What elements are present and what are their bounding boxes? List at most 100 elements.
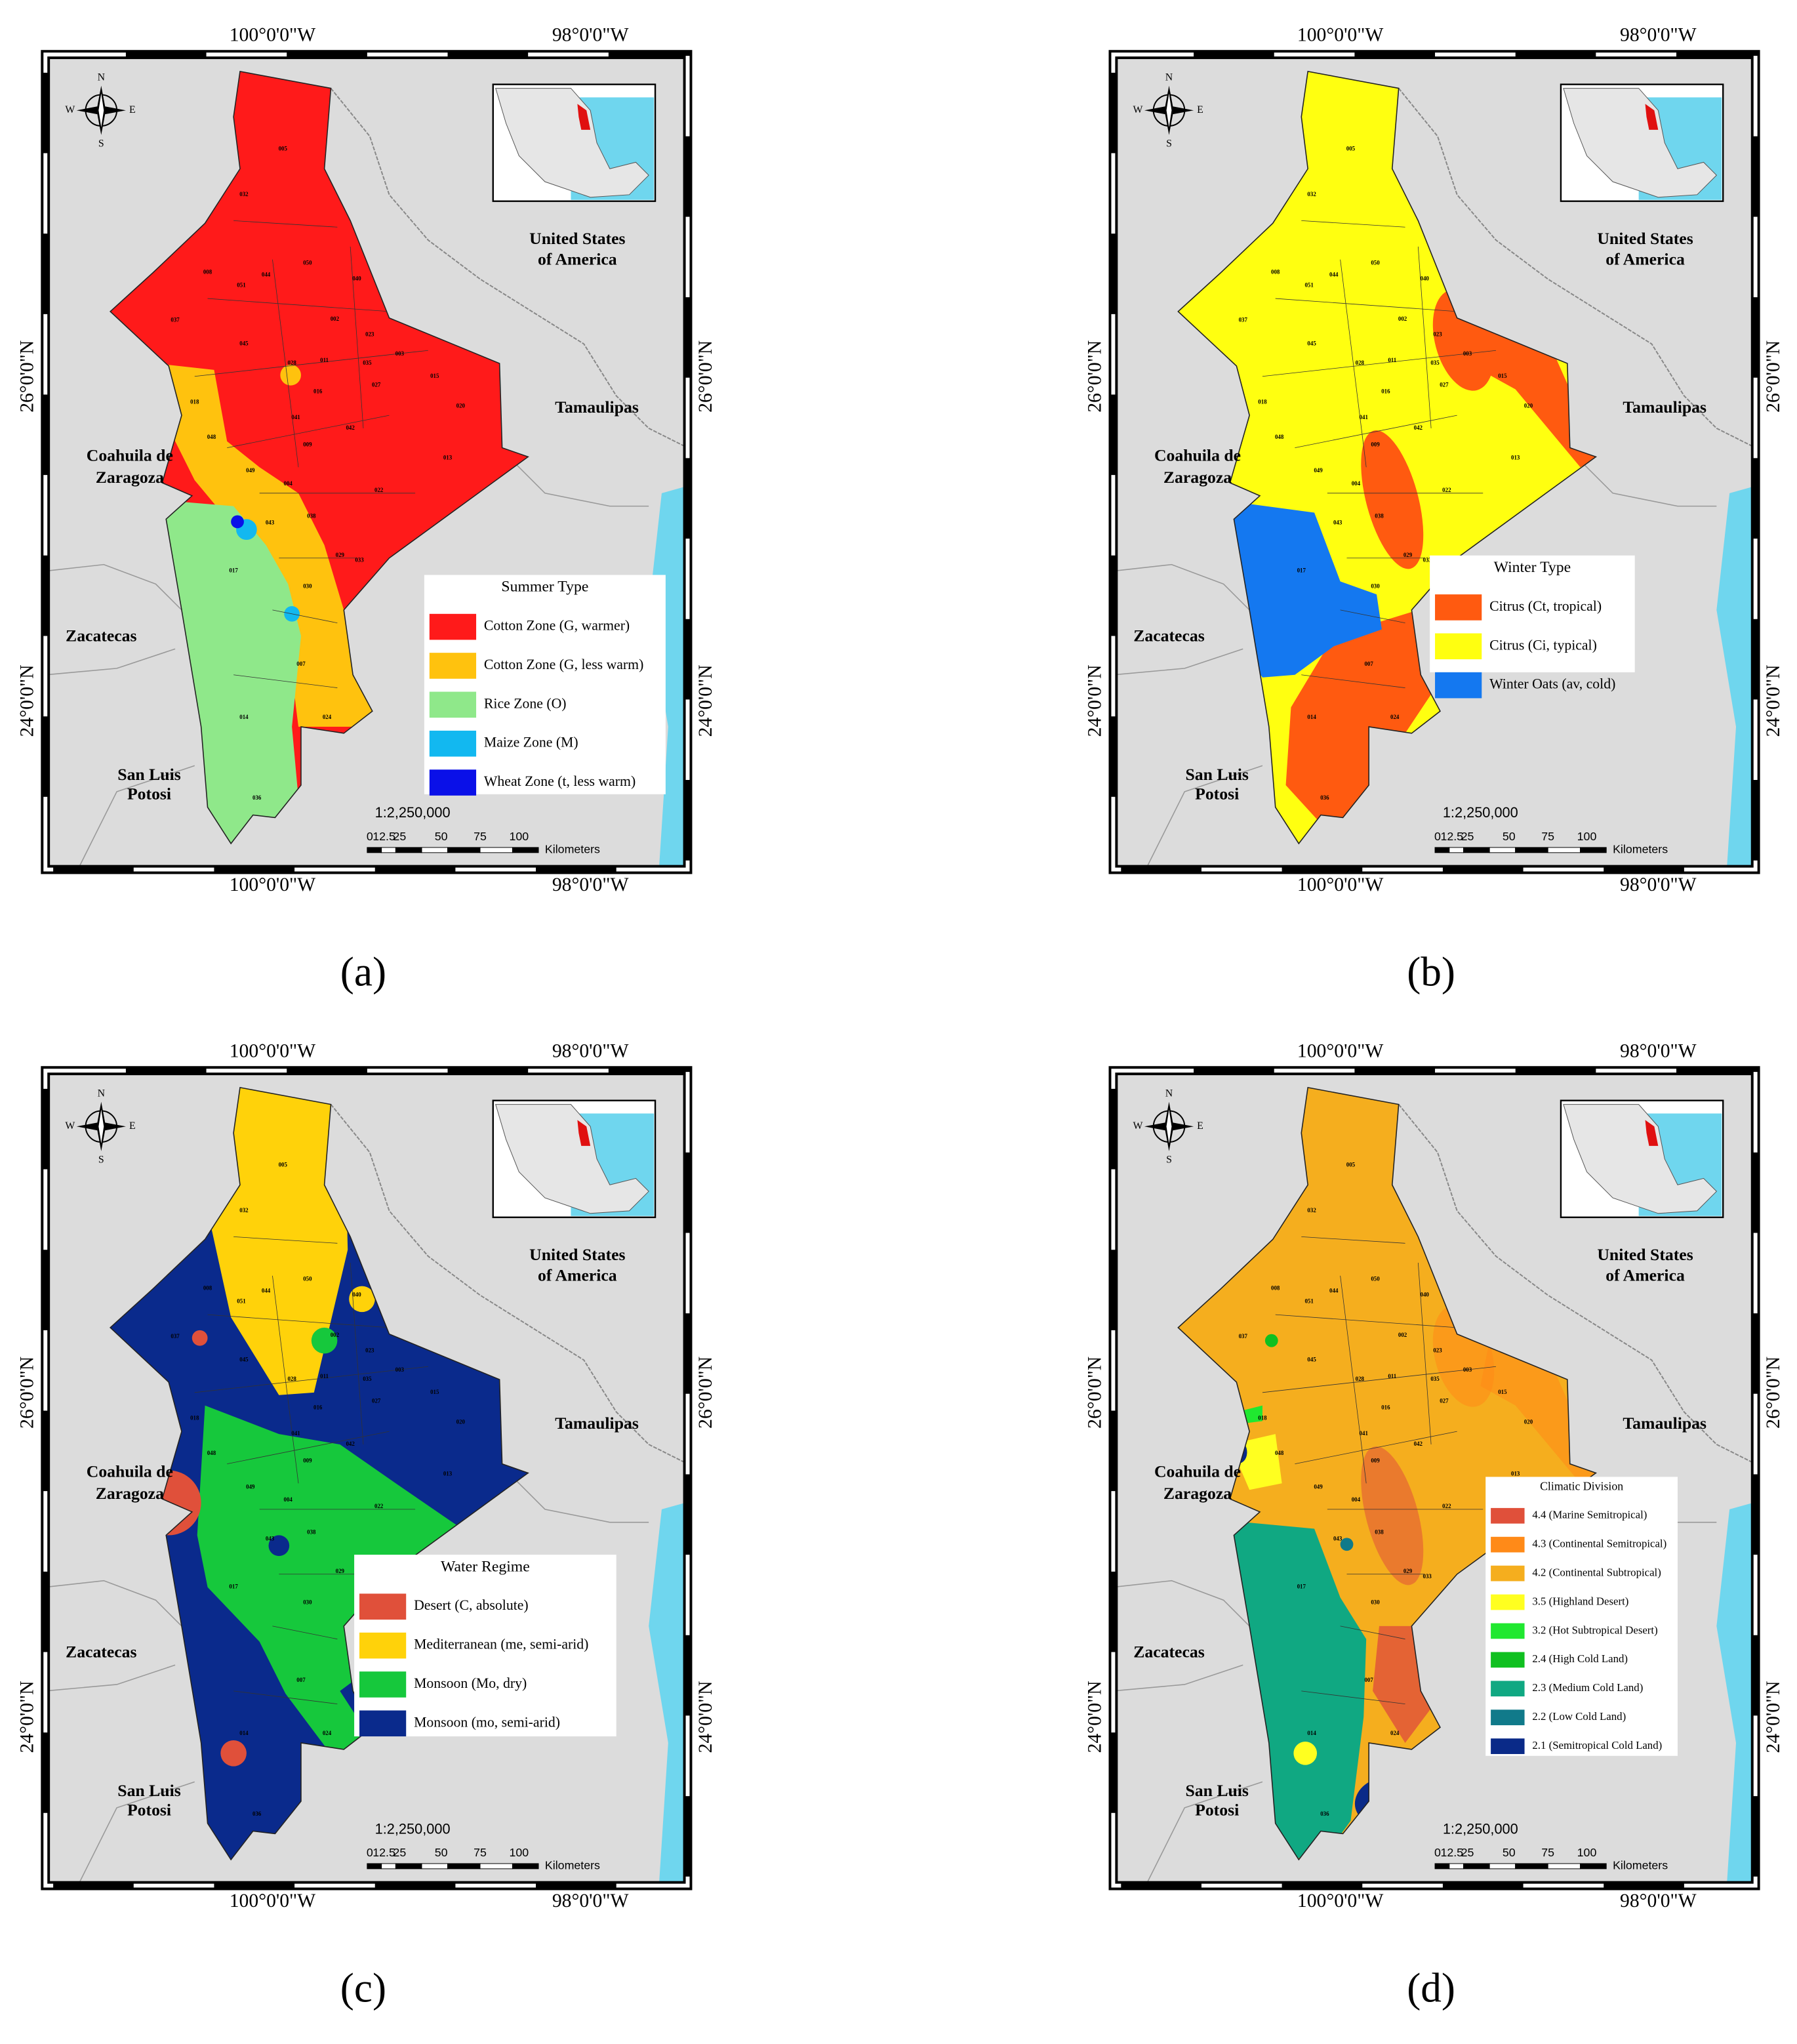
municipality-code: 024 [1390, 714, 1400, 720]
state-border [45, 447, 649, 870]
municipality-code: 045 [239, 340, 249, 346]
scale-bar [1515, 847, 1548, 853]
country-border [1398, 1104, 1756, 1465]
municipality-code: 002 [1398, 1332, 1407, 1338]
compass-letter: E [129, 1120, 136, 1132]
municipal-borders [194, 1237, 428, 1705]
longitude-label: 98°0'0"W [552, 1040, 629, 1061]
municipality-code: 008 [203, 269, 212, 276]
municipality-code: 004 [1352, 480, 1361, 487]
municipality-code: 017 [229, 1584, 238, 1590]
municipality-code: 048 [207, 1450, 216, 1456]
place-label: Coahuila de [1154, 445, 1241, 464]
legend-label: Monsoon (Mo, dry) [414, 1675, 527, 1691]
municipality-code: 022 [1442, 487, 1451, 493]
scale-tick: 50 [1503, 830, 1516, 843]
municipality-code: 009 [1371, 441, 1380, 448]
scale-bar [1489, 1863, 1516, 1870]
state-border [45, 1463, 649, 1886]
municipality-code: 043 [1333, 1535, 1343, 1542]
region [1361, 1446, 1424, 1585]
legend-label: Desert (C, absolute) [414, 1597, 529, 1613]
country-border [330, 1104, 688, 1465]
municipality-code: 035 [1430, 359, 1440, 366]
municipality-code: 009 [1371, 1458, 1380, 1464]
compass: N S E W [65, 72, 135, 149]
latitude-label: 26°0'0"N [16, 1357, 37, 1429]
legend-swatch [359, 1710, 407, 1737]
municipality-code: 009 [303, 1458, 312, 1464]
compass-letter: E [129, 104, 136, 115]
compass-letter: W [65, 104, 75, 115]
compass-letter: N [1165, 1088, 1173, 1099]
place-label: United States [1597, 229, 1693, 248]
municipality-code: 003 [395, 1366, 405, 1373]
latitude-label: 26°0'0"N [1085, 1357, 1106, 1429]
municipal-borders [1262, 1237, 1497, 1705]
place-label: San Luis [117, 765, 180, 784]
municipality-code: 038 [1375, 512, 1384, 519]
longitude-label: 100°0'0"W [230, 24, 315, 45]
municipality-code: 008 [1271, 1285, 1280, 1292]
longitude-label: 100°0'0"W [1297, 1040, 1383, 1061]
municipality-code: 044 [1329, 1288, 1339, 1294]
municipality-code: 051 [1304, 1298, 1313, 1304]
scale-bar [1489, 847, 1516, 853]
latitude-label: 26°0'0"N [695, 340, 716, 413]
municipality-code: 045 [1307, 1356, 1316, 1362]
scale-bar [367, 847, 382, 853]
longitude-label: 98°0'0"W [1620, 1891, 1697, 1911]
scale-bar [381, 847, 396, 853]
legend-swatch [429, 769, 477, 796]
scale-bar [1580, 1863, 1607, 1870]
municipality-code: 028 [287, 359, 296, 366]
inset-mexico [1563, 88, 1718, 198]
latitude-label: 26°0'0"N [16, 340, 37, 413]
scale-bar [1463, 847, 1490, 853]
municipality-code: 027 [372, 1398, 381, 1404]
place-label: Potosi [127, 785, 171, 804]
scale-bar [381, 1863, 396, 1870]
municipality-code: 037 [171, 1333, 180, 1339]
scale-bar [1547, 847, 1581, 853]
latitude-label: 24°0'0"N [1085, 664, 1106, 737]
municipality-code: 035 [1430, 1376, 1440, 1382]
scale-tick: 100 [1577, 830, 1597, 843]
legend-swatch [1435, 633, 1482, 660]
municipality-code: 018 [190, 398, 199, 405]
place-label: Zaragoza [1163, 468, 1232, 487]
legend-label: Mediterranean (me, semi-arid) [414, 1637, 588, 1652]
legend-label: Cotton Zone (G, less warm) [484, 657, 643, 672]
municipality-code: 011 [320, 1373, 329, 1380]
municipality-code: 007 [1364, 1677, 1373, 1683]
scale-tick: 0 [1434, 1846, 1441, 1859]
place-label: Zaragoza [96, 468, 164, 487]
municipality-code: 030 [1371, 583, 1380, 589]
scale-bar [447, 1863, 481, 1870]
municipality-code: 048 [1275, 434, 1284, 440]
municipality-code: 014 [239, 1730, 249, 1736]
municipality-code: 004 [1352, 1496, 1361, 1503]
municipality-code: 029 [336, 1568, 345, 1574]
region [1217, 499, 1382, 678]
latitude-label: 24°0'0"N [695, 664, 716, 737]
municipality-code: 023 [365, 1347, 374, 1354]
municipality-code: 038 [307, 512, 316, 519]
municipality-code: 018 [1258, 1414, 1267, 1421]
municipality-code: 048 [1275, 1450, 1284, 1456]
scale-bar [1449, 1863, 1464, 1870]
scale-tick: 75 [1541, 1846, 1554, 1859]
region [1361, 430, 1424, 569]
municipality-code: 003 [395, 350, 405, 357]
municipality-code: 051 [1304, 281, 1313, 288]
scale-bar [1449, 847, 1464, 853]
legend-box [424, 575, 666, 794]
inset-mexico [1563, 1104, 1718, 1214]
municipality-code: 029 [336, 552, 345, 558]
latitude-label: 24°0'0"N [1085, 1681, 1106, 1753]
municipality-code: 044 [262, 1288, 271, 1294]
place-label: Zacatecas [66, 1642, 137, 1661]
latitude-label: 26°0'0"N [695, 1357, 716, 1429]
municipality-code: 033 [1423, 557, 1432, 563]
